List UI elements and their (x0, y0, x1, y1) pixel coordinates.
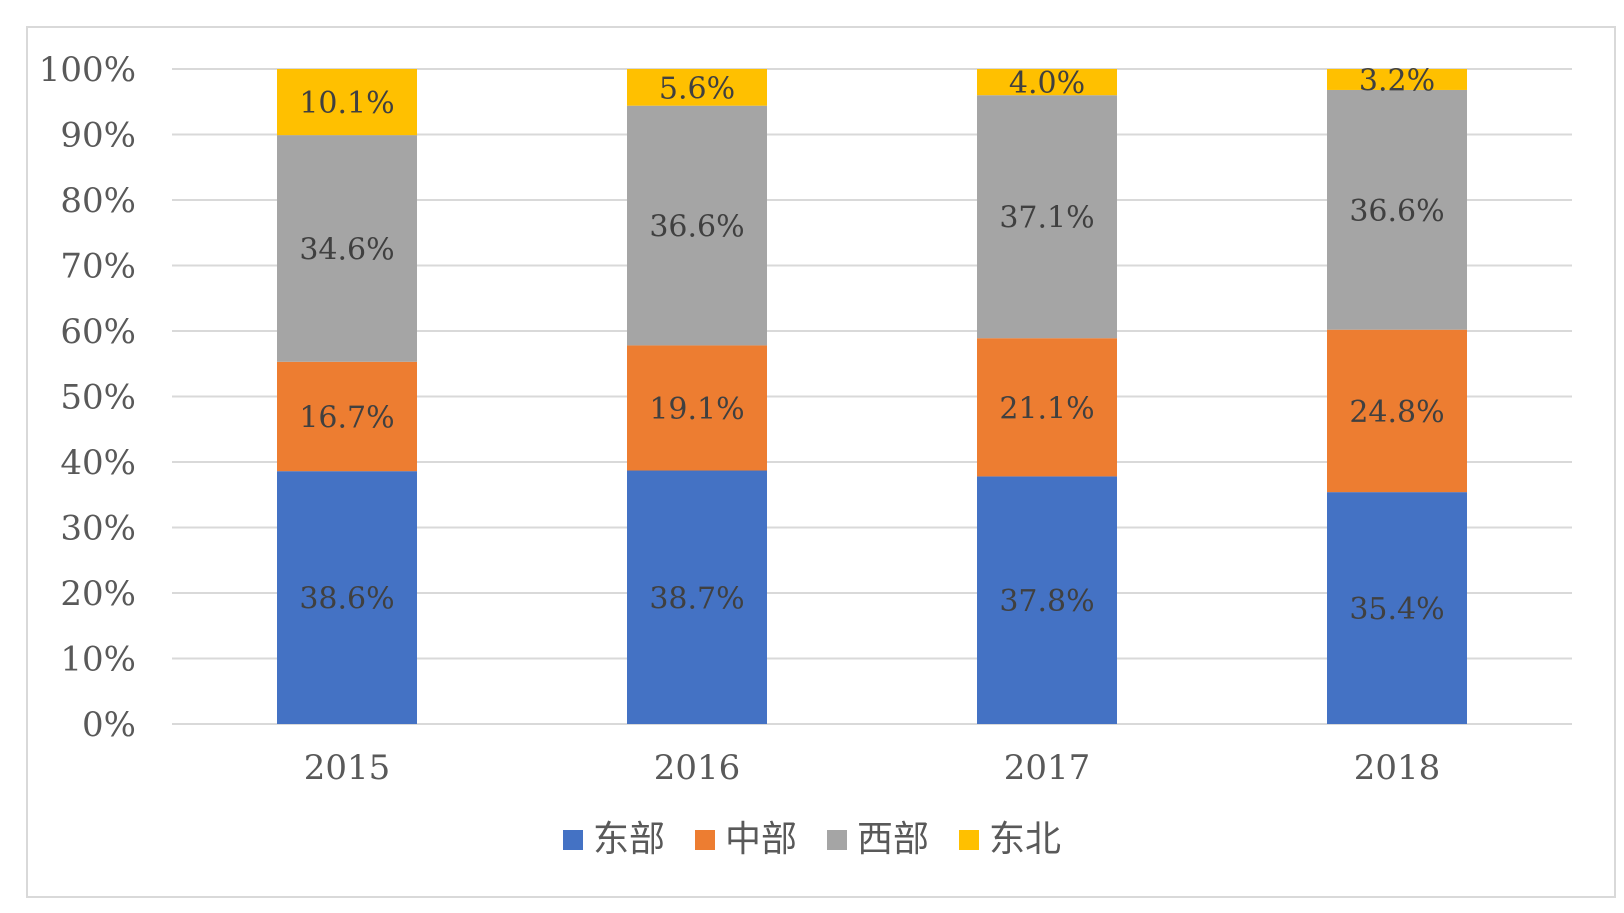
y-tick-label: 20% (60, 574, 136, 614)
legend-label: 东北 (989, 819, 1062, 860)
data-label: 36.6% (1349, 194, 1444, 229)
y-tick-label: 0% (82, 705, 136, 745)
legend-label: 西部 (857, 819, 930, 860)
bar-segment (277, 69, 417, 136)
legend-item: 东北 (959, 822, 1061, 858)
data-label: 19.1% (649, 392, 744, 427)
bar-segment (1327, 69, 1467, 90)
data-label: 24.8% (1349, 395, 1444, 430)
x-tick-label: 2018 (1354, 748, 1441, 788)
data-labels: 38.6% 16.7% 34.6% 10.1% 38.7% 19.1% 36.6% 5.6% 3… (299, 63, 1444, 627)
bar-segment (977, 338, 1117, 477)
legend-swatch (959, 830, 980, 850)
legend: 东部 中部 西部 东北 (0, 815, 1624, 865)
x-tick-label: 2017 (1004, 748, 1091, 788)
legend-swatch (827, 830, 847, 850)
bar-segment (277, 361, 417, 472)
x-axis-ticks: 2015 2016 2017 2018 (304, 748, 1441, 788)
bar-segment (627, 470, 767, 724)
legend-swatch (694, 830, 715, 850)
data-label: 38.7% (649, 581, 744, 616)
data-label: 5.6% (659, 71, 735, 106)
data-label: 37.1% (999, 201, 1094, 236)
data-label: 34.6% (299, 232, 394, 267)
data-label: 37.8% (999, 584, 1094, 619)
y-axis-ticks: 0% 10% 20% 30% 40% 50% 60% 70% 80% 90% 100% (39, 50, 136, 745)
bar-segment (277, 135, 417, 362)
data-label: 36.6% (649, 210, 744, 245)
x-tick-label: 2015 (304, 748, 391, 788)
data-label: 38.6% (299, 582, 394, 617)
y-tick-label: 80% (60, 181, 136, 221)
y-tick-label: 90% (60, 116, 136, 156)
bar-segment (627, 345, 767, 471)
legend-item: 西部 (827, 822, 929, 858)
y-tick-label: 50% (60, 378, 136, 418)
y-tick-label: 30% (60, 509, 136, 549)
data-label: 10.1% (299, 86, 394, 121)
data-label: 21.1% (999, 391, 1094, 426)
bar-segment (1327, 89, 1467, 330)
legend-item: 中部 (694, 819, 797, 860)
bar-segment (977, 95, 1117, 339)
bars (277, 69, 1467, 724)
y-tick-label: 40% (60, 443, 136, 483)
data-label: 16.7% (299, 400, 394, 435)
y-tick-label: 70% (60, 247, 136, 287)
legend-swatch (562, 830, 583, 850)
x-tick-label: 2016 (654, 748, 741, 788)
bar-segment (977, 476, 1117, 724)
bar-segment (627, 69, 767, 106)
data-label: 35.4% (1349, 592, 1444, 627)
legend-item: 东部 (562, 819, 665, 860)
y-tick-label: 60% (60, 312, 136, 352)
data-label: 4.0% (1009, 66, 1085, 101)
bar-segment (1327, 492, 1467, 724)
y-tick-label: 100% (39, 50, 136, 90)
data-label: 3.2% (1359, 63, 1435, 98)
bar-segment (1327, 329, 1467, 493)
bar-segment (277, 471, 417, 724)
y-tick-label: 10% (60, 640, 136, 680)
bar-segment (627, 105, 767, 346)
legend-label: 东部 (592, 819, 665, 860)
bar-segment (977, 69, 1117, 96)
legend-label: 中部 (724, 819, 797, 860)
